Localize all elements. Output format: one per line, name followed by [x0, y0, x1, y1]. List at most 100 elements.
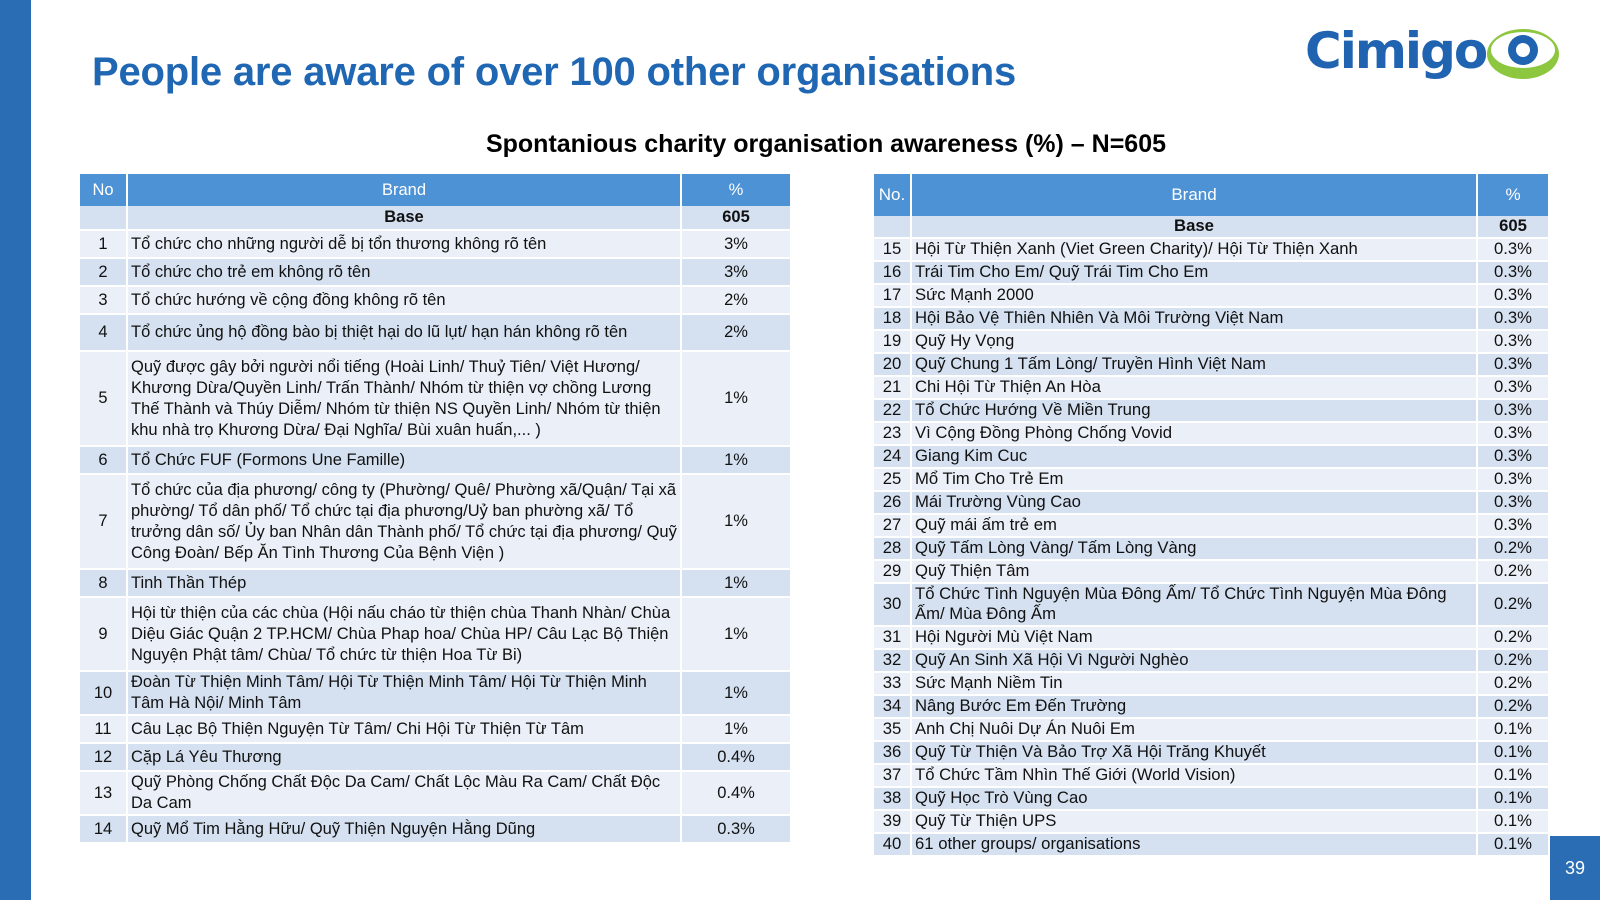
- row-number: 19: [874, 330, 912, 354]
- awareness-percent: 0.2%: [1478, 695, 1550, 719]
- row-number: 28: [874, 537, 912, 561]
- awareness-percent: 0.1%: [1478, 718, 1550, 742]
- brand-name: Đoàn Từ Thiện Minh Tâm/ Hội Từ Thiện Min…: [128, 672, 682, 716]
- table-row: 37 Tổ Chức Tầm Nhìn Thế Giới (World Visio…: [874, 764, 1550, 788]
- header-brand: Brand: [912, 174, 1478, 216]
- page-number: 39: [1550, 836, 1600, 900]
- table-row: 18 Hội Bảo Vệ Thiên Nhiên Và Môi Trường V…: [874, 307, 1550, 331]
- awareness-percent: 2%: [682, 287, 792, 315]
- row-number: 24: [874, 445, 912, 469]
- brand-name: Cặp Lá Yêu Thương: [128, 744, 682, 772]
- brand-name: Sức Mạnh Niềm Tin: [912, 672, 1478, 696]
- base-row: Base 605: [874, 216, 1550, 239]
- awareness-percent: 0.1%: [1478, 833, 1550, 857]
- table-row: 22 Tổ Chức Hướng Về Miền Trung 0.3%: [874, 399, 1550, 423]
- awareness-percent: 1%: [682, 672, 792, 716]
- brand-name: Quỹ Thiện Tâm: [912, 560, 1478, 584]
- awareness-percent: 1%: [682, 352, 792, 447]
- base-row: Base 605: [80, 206, 792, 231]
- row-number: 37: [874, 764, 912, 788]
- row-number: 39: [874, 810, 912, 834]
- awareness-percent: 0.2%: [1478, 626, 1550, 650]
- row-number: 36: [874, 741, 912, 765]
- table-row: 14 Quỹ Mổ Tim Hằng Hữu/ Quỹ Thiện Nguyện …: [80, 816, 792, 844]
- table-row: 23 Vì Cộng Đồng Phòng Chống Vovid 0.3%: [874, 422, 1550, 446]
- row-number: 18: [874, 307, 912, 331]
- header-no: No: [80, 174, 128, 206]
- brand-name: Hội Từ Thiện Xanh (Viet Green Charity)/ …: [912, 238, 1478, 262]
- awareness-percent: 1%: [682, 716, 792, 744]
- brand-name: Tinh Thần Thép: [128, 570, 682, 598]
- brand-name: 61 other groups/ organisations: [912, 833, 1478, 857]
- table-row: 24 Giang Kim Cuc 0.3%: [874, 445, 1550, 469]
- awareness-table-left: No Brand % Base 605 1 Tổ chức cho những n…: [80, 174, 792, 844]
- brand-name: Tổ chức của địa phương/ công ty (Phường/…: [128, 475, 682, 570]
- row-number: 10: [80, 672, 128, 716]
- brand-name: Quỹ An Sinh Xã Hội Vì Người Nghèo: [912, 649, 1478, 673]
- table-row: 32 Quỹ An Sinh Xã Hội Vì Người Nghèo 0.2%: [874, 649, 1550, 673]
- awareness-percent: 0.1%: [1478, 741, 1550, 765]
- brand-name: Hội Người Mù Việt Nam: [912, 626, 1478, 650]
- row-number: 9: [80, 598, 128, 672]
- eye-icon: [1487, 29, 1559, 79]
- awareness-percent: 0.3%: [1478, 514, 1550, 538]
- table-row: 9 Hội từ thiện của các chùa (Hội nấu cháo…: [80, 598, 792, 672]
- row-number: 35: [874, 718, 912, 742]
- awareness-percent: 0.3%: [1478, 353, 1550, 377]
- table-subtitle: Spontanious charity organisation awarene…: [485, 130, 1167, 158]
- brand-name: Giang Kim Cuc: [912, 445, 1478, 469]
- table-row: 29 Quỹ Thiện Tâm 0.2%: [874, 560, 1550, 584]
- table-row: 5 Quỹ được gây bởi người nổi tiếng (Hoài …: [80, 352, 792, 447]
- header-no: No.: [874, 174, 912, 216]
- awareness-percent: 0.3%: [1478, 422, 1550, 446]
- table-row: 40 61 other groups/ organisations 0.1%: [874, 833, 1550, 857]
- brand-name: Quỹ Hy Vọng: [912, 330, 1478, 354]
- row-number: 14: [80, 816, 128, 844]
- table-row: 12 Cặp Lá Yêu Thương 0.4%: [80, 744, 792, 772]
- awareness-percent: 0.2%: [1478, 583, 1550, 627]
- table-row: 4 Tổ chức ủng hộ đồng bào bị thiệt hại do…: [80, 315, 792, 352]
- table-row: 34 Nâng Bước Em Đến Trường 0.2%: [874, 695, 1550, 719]
- awareness-percent: 0.3%: [1478, 238, 1550, 262]
- table-row: 25 Mổ Tim Cho Trẻ Em 0.3%: [874, 468, 1550, 492]
- row-number: 29: [874, 560, 912, 584]
- row-number: 16: [874, 261, 912, 285]
- awareness-percent: 0.3%: [682, 816, 792, 844]
- table-row: 16 Trái Tim Cho Em/ Quỹ Trái Tim Cho Em 0.…: [874, 261, 1550, 285]
- table-header-row: No. Brand %: [874, 174, 1550, 216]
- awareness-percent: 0.3%: [1478, 445, 1550, 469]
- awareness-percent: 0.2%: [1478, 649, 1550, 673]
- brand-name: Quỹ Tấm Lòng Vàng/ Tấm Lòng Vàng: [912, 537, 1478, 561]
- brand-name: Anh Chị Nuôi Dự Án Nuôi Em: [912, 718, 1478, 742]
- table-row: 21 Chi Hội Từ Thiện An Hòa 0.3%: [874, 376, 1550, 400]
- base-label: Base: [128, 206, 682, 231]
- row-number: 13: [80, 772, 128, 816]
- base-no-cell: [80, 206, 128, 231]
- row-number: 40: [874, 833, 912, 857]
- row-number: 5: [80, 352, 128, 447]
- row-number: 17: [874, 284, 912, 308]
- row-number: 2: [80, 259, 128, 287]
- header-brand: Brand: [128, 174, 682, 206]
- awareness-percent: 3%: [682, 259, 792, 287]
- brand-name: Trái Tim Cho Em/ Quỹ Trái Tim Cho Em: [912, 261, 1478, 285]
- awareness-percent: 1%: [682, 447, 792, 475]
- brand-name: Vì Cộng Đồng Phòng Chống Vovid: [912, 422, 1478, 446]
- brand-name: Tổ chức hướng về cộng đồng không rõ tên: [128, 287, 682, 315]
- awareness-percent: 0.1%: [1478, 810, 1550, 834]
- awareness-percent: 0.2%: [1478, 672, 1550, 696]
- header-percent: %: [1478, 174, 1550, 216]
- table-row: 1 Tổ chức cho những người dễ bị tổn thươn…: [80, 231, 792, 259]
- row-number: 30: [874, 583, 912, 627]
- awareness-percent: 0.2%: [1478, 560, 1550, 584]
- row-number: 33: [874, 672, 912, 696]
- table-row: 33 Sức Mạnh Niềm Tin 0.2%: [874, 672, 1550, 696]
- brand-name: Quỹ Chung 1 Tấm Lòng/ Truyền Hình Việt N…: [912, 353, 1478, 377]
- brand-name: Tổ chức cho những người dễ bị tổn thương…: [128, 231, 682, 259]
- row-number: 20: [874, 353, 912, 377]
- brand-name: Sức Mạnh 2000: [912, 284, 1478, 308]
- table-row: 31 Hội Người Mù Việt Nam 0.2%: [874, 626, 1550, 650]
- awareness-percent: 0.3%: [1478, 491, 1550, 515]
- table-row: 6 Tổ Chức FUF (Formons Une Famille) 1%: [80, 447, 792, 475]
- brand-name: Quỹ được gây bởi người nổi tiếng (Hoài L…: [128, 352, 682, 447]
